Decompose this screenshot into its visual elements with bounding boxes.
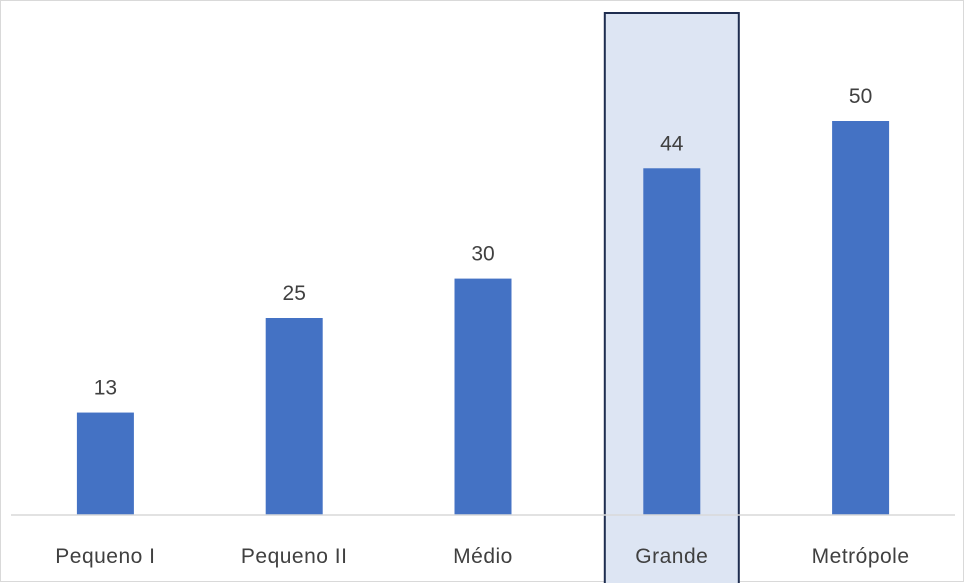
category-label-pequeno-ii: Pequeno II <box>241 545 348 568</box>
data-label-metropole: 50 <box>849 85 872 108</box>
data-label-grande: 44 <box>660 132 684 155</box>
bar-grande <box>643 168 701 515</box>
labels-layer: 13 Pequeno I 25 Pequeno II 30 Médio 44 Grande 50… <box>55 85 909 568</box>
category-label-medio: Médio <box>453 545 513 568</box>
bar-metropole <box>832 121 890 515</box>
bar-pequeno-ii <box>265 318 323 515</box>
data-label-pequeno-i: 13 <box>94 377 117 400</box>
bar-medio <box>454 278 512 515</box>
data-label-medio: 30 <box>471 243 494 266</box>
category-label-grande: Grande <box>635 545 708 568</box>
bar-pequeno-i <box>76 412 134 515</box>
data-label-pequeno-ii: 25 <box>283 282 306 305</box>
category-label-metropole: Metrópole <box>812 545 910 568</box>
category-label-pequeno-i: Pequeno I <box>55 545 155 568</box>
bars-layer <box>76 121 890 515</box>
